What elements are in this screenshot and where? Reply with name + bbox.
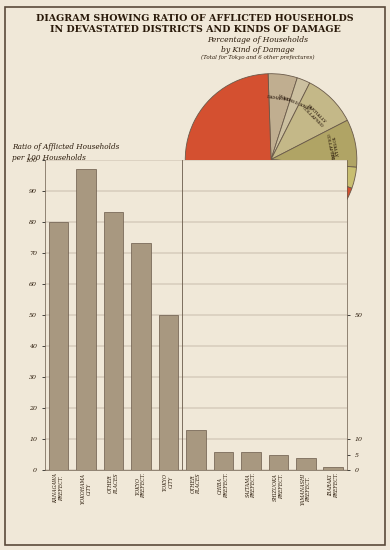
Text: Percentage of Households: Percentage of Households — [207, 36, 308, 44]
Text: (Total for Tokyo and 6 other prefectures): (Total for Tokyo and 6 other prefectures… — [200, 55, 314, 60]
Wedge shape — [185, 74, 352, 245]
Bar — [104, 212, 123, 470]
Text: DAMAGED: DAMAGED — [267, 95, 292, 102]
Bar — [268, 455, 288, 470]
Wedge shape — [271, 160, 356, 188]
Bar — [186, 430, 206, 470]
Text: Ratio of Afflicted Households
per 100 Households: Ratio of Afflicted Households per 100 Ho… — [12, 143, 119, 162]
Bar — [76, 169, 96, 470]
Bar — [323, 467, 343, 470]
Wedge shape — [271, 78, 310, 160]
Text: DIAGRAM SHOWING RATIO OF AFFLICTED HOUSEHOLDS: DIAGRAM SHOWING RATIO OF AFFLICTED HOUSE… — [36, 14, 354, 23]
Wedge shape — [268, 74, 297, 160]
Text: PARTIALLY
COLLAPSED: PARTIALLY COLLAPSED — [301, 102, 328, 129]
Bar — [214, 452, 233, 470]
Bar — [159, 315, 178, 470]
Text: TOTALLY BURNT: TOTALLY BURNT — [216, 161, 268, 201]
Wedge shape — [271, 83, 347, 160]
Text: PARTIALLY BURNT: PARTIALLY BURNT — [325, 151, 338, 194]
Text: by Kind of Damage: by Kind of Damage — [221, 46, 294, 54]
Bar — [296, 458, 316, 470]
Text: TOTALLY
COLLAPSED: TOTALLY COLLAPSED — [325, 133, 339, 162]
Bar — [131, 244, 151, 470]
Text: WASHED AWAY: WASHED AWAY — [277, 94, 312, 111]
Text: IN DEVASTATED DISTRICTS AND KINDS OF DAMAGE: IN DEVASTATED DISTRICTS AND KINDS OF DAM… — [50, 25, 340, 34]
Wedge shape — [271, 120, 357, 167]
Bar — [49, 222, 69, 470]
Bar — [241, 452, 261, 470]
